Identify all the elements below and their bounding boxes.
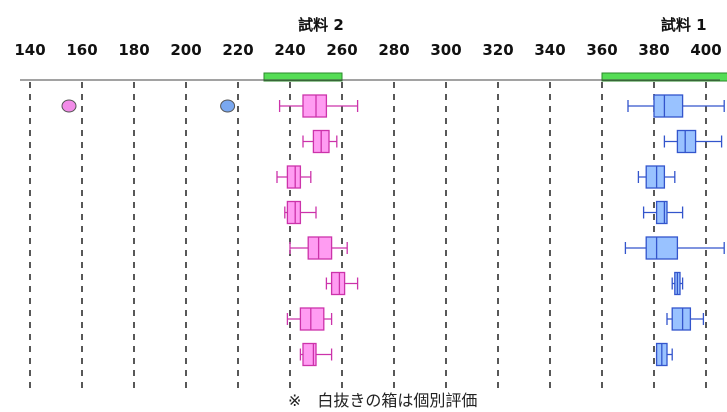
box-plot — [276, 165, 312, 189]
x-tick-label: 140 — [14, 41, 45, 59]
box-plot — [325, 271, 359, 296]
box-plot — [627, 94, 725, 118]
outlier-point — [220, 99, 236, 113]
x-tick-label: 340 — [534, 41, 565, 59]
box-plot — [666, 307, 705, 331]
box-series — [276, 94, 725, 367]
box-iqr — [299, 307, 325, 331]
box-iqr — [676, 129, 697, 154]
x-tick-label: 220 — [222, 41, 253, 59]
sample-ranges: 試料 2 試料 1 — [263, 16, 727, 82]
box-iqr — [645, 236, 679, 260]
box-iqr — [645, 165, 666, 189]
box-plot — [302, 129, 338, 154]
box-plot — [278, 94, 359, 118]
box-iqr — [330, 271, 346, 296]
box-plot — [286, 307, 333, 331]
x-tick-label: 180 — [118, 41, 149, 59]
box-plot — [299, 342, 333, 367]
box-plot — [655, 342, 673, 367]
box-plot — [284, 200, 317, 225]
x-tick-label: 380 — [638, 41, 669, 59]
box-plot — [642, 200, 684, 225]
sample-range-bar — [263, 72, 343, 82]
box-iqr — [671, 307, 692, 331]
outlier-points — [61, 99, 236, 113]
box-iqr — [286, 200, 302, 225]
outlier-point — [61, 99, 77, 113]
box-plot — [663, 129, 723, 154]
box-iqr — [286, 165, 302, 189]
x-tick-label: 160 — [66, 41, 97, 59]
x-tick-label: 200 — [170, 41, 201, 59]
box-plot — [671, 271, 684, 296]
box-plot — [624, 236, 725, 260]
box-iqr — [307, 236, 333, 260]
x-tick-label: 300 — [430, 41, 461, 59]
footnote-text: ※ 白抜きの箱は個別評価 — [288, 391, 477, 410]
x-tick-label: 240 — [274, 41, 305, 59]
sample-range-bar — [601, 72, 727, 82]
x-tick-label: 260 — [326, 41, 357, 59]
sample-label: 試料 1 — [661, 16, 707, 34]
box-iqr — [655, 200, 668, 225]
x-tick-label: 280 — [378, 41, 409, 59]
sample-label: 試料 2 — [298, 16, 344, 34]
box-iqr — [302, 94, 328, 118]
box-plot — [289, 236, 348, 260]
x-tick-label: 320 — [482, 41, 513, 59]
x-axis-ticks: 140 160 180 200 220 240 260 280 300 320 340 360 380 4… — [14, 41, 721, 59]
grid-lines — [29, 82, 707, 390]
x-tick-label: 360 — [586, 41, 617, 59]
x-tick-label: 400 — [690, 41, 721, 59]
box-iqr — [653, 94, 684, 118]
box-plot — [637, 165, 676, 189]
